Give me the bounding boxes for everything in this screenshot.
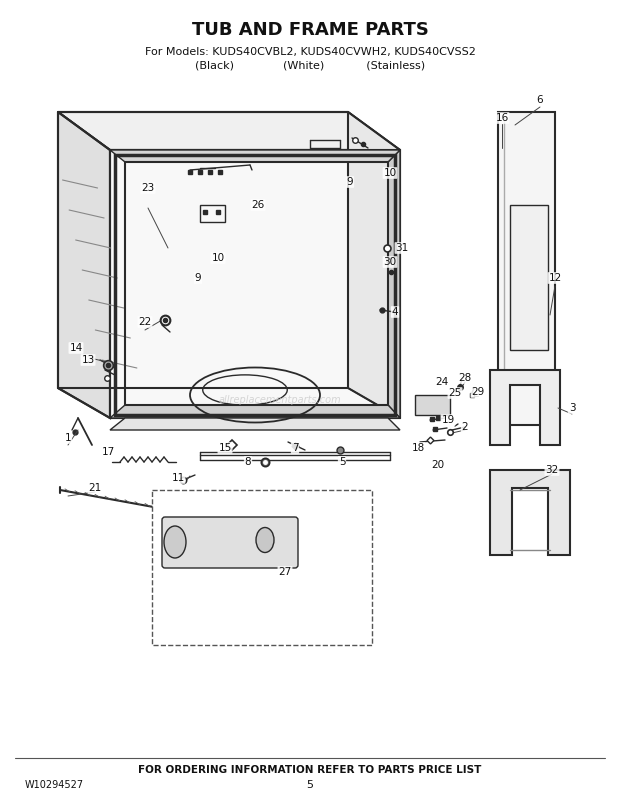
Text: 14: 14 <box>69 343 82 353</box>
Text: 8: 8 <box>245 457 251 467</box>
Polygon shape <box>110 150 400 418</box>
Text: 4: 4 <box>392 307 398 317</box>
Ellipse shape <box>164 526 186 558</box>
Text: 3: 3 <box>569 403 575 413</box>
Text: 12: 12 <box>548 273 562 283</box>
Polygon shape <box>110 405 400 418</box>
Text: (Black)              (White)            (Stainless): (Black) (White) (Stainless) <box>195 60 425 70</box>
Text: 9: 9 <box>347 177 353 187</box>
Text: 27: 27 <box>278 567 291 577</box>
Polygon shape <box>388 150 400 418</box>
Text: 30: 30 <box>383 257 397 267</box>
Text: 17: 17 <box>102 447 115 457</box>
Text: 26: 26 <box>251 200 265 210</box>
Text: 11: 11 <box>171 473 185 483</box>
Polygon shape <box>415 395 450 415</box>
Polygon shape <box>58 112 400 150</box>
Polygon shape <box>490 370 560 445</box>
Ellipse shape <box>256 528 274 553</box>
Text: TUB AND FRAME PARTS: TUB AND FRAME PARTS <box>192 21 428 39</box>
Text: 2: 2 <box>462 422 468 432</box>
Text: 19: 19 <box>441 415 454 425</box>
Text: 28: 28 <box>458 373 472 383</box>
Text: 29: 29 <box>471 387 485 397</box>
Text: 20: 20 <box>432 460 445 470</box>
Text: allreplacementparts.com: allreplacementparts.com <box>219 395 342 405</box>
Text: 9: 9 <box>195 273 202 283</box>
Text: For Models: KUDS40CVBL2, KUDS40CVWH2, KUDS40CVSS2: For Models: KUDS40CVBL2, KUDS40CVWH2, KU… <box>144 47 476 57</box>
Polygon shape <box>490 470 570 555</box>
Text: FOR ORDERING INFORMATION REFER TO PARTS PRICE LIST: FOR ORDERING INFORMATION REFER TO PARTS … <box>138 765 482 775</box>
Text: 16: 16 <box>495 113 508 123</box>
Text: 5: 5 <box>339 457 345 467</box>
Polygon shape <box>110 150 400 162</box>
FancyBboxPatch shape <box>152 490 372 645</box>
Text: 5: 5 <box>306 780 314 790</box>
Text: 22: 22 <box>138 317 152 327</box>
Text: 13: 13 <box>81 355 95 365</box>
Text: 23: 23 <box>141 183 154 193</box>
Text: 1: 1 <box>64 433 71 443</box>
Text: 10: 10 <box>211 253 224 263</box>
Polygon shape <box>498 112 555 425</box>
Text: 31: 31 <box>396 243 409 253</box>
Polygon shape <box>110 418 400 430</box>
Polygon shape <box>58 112 348 388</box>
Polygon shape <box>58 112 110 418</box>
Text: 15: 15 <box>218 443 232 453</box>
Text: 21: 21 <box>89 483 102 493</box>
Text: 10: 10 <box>383 168 397 178</box>
Text: W10294527: W10294527 <box>25 780 84 790</box>
Polygon shape <box>510 205 548 350</box>
Polygon shape <box>348 112 400 418</box>
Text: 6: 6 <box>537 95 543 105</box>
Text: 25: 25 <box>448 388 462 398</box>
Text: 18: 18 <box>412 443 425 453</box>
Text: 7: 7 <box>291 443 298 453</box>
Text: 32: 32 <box>546 465 559 475</box>
FancyBboxPatch shape <box>162 517 298 568</box>
Text: 24: 24 <box>435 377 449 387</box>
